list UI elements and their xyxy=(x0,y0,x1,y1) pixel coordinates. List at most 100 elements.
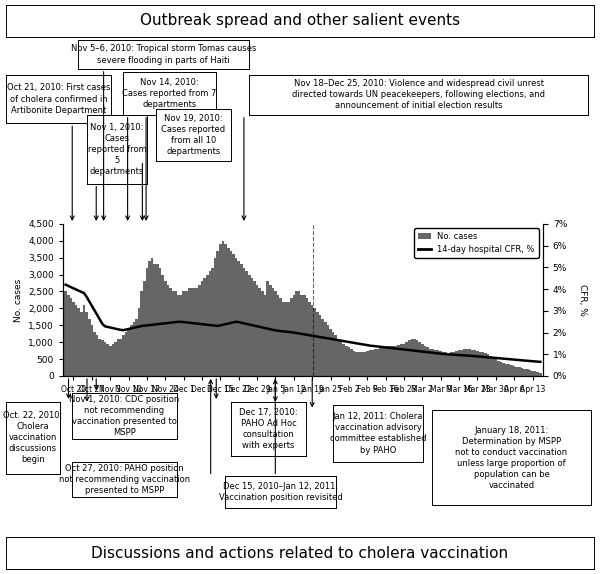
Bar xyxy=(232,254,235,376)
Bar xyxy=(487,354,489,376)
Bar xyxy=(403,343,405,376)
Bar xyxy=(515,367,518,376)
Bar xyxy=(303,295,305,376)
Bar xyxy=(316,312,319,376)
Bar xyxy=(308,301,311,376)
Bar xyxy=(345,346,347,376)
Bar xyxy=(67,295,70,376)
Text: Nov 14, 2010:
Cases reported from 7
departments: Nov 14, 2010: Cases reported from 7 depa… xyxy=(122,77,217,109)
Bar xyxy=(101,340,104,376)
Bar xyxy=(224,244,227,376)
Bar xyxy=(156,265,159,376)
Text: Dec 17, 2010:
PAHO Ad Hoc
consultation
with experts: Dec 17, 2010: PAHO Ad Hoc consultation w… xyxy=(239,408,298,450)
Bar xyxy=(497,361,500,376)
Bar xyxy=(64,292,67,376)
Bar xyxy=(169,288,172,376)
Bar xyxy=(221,241,224,376)
Bar xyxy=(293,295,295,376)
Bar xyxy=(266,281,269,376)
Bar xyxy=(88,319,91,376)
Bar xyxy=(119,339,122,376)
Bar xyxy=(193,288,196,376)
Bar xyxy=(416,340,418,376)
Bar xyxy=(305,298,308,376)
Bar xyxy=(201,281,203,376)
Bar xyxy=(455,351,458,376)
Bar xyxy=(481,352,484,376)
Bar xyxy=(400,344,403,376)
Bar xyxy=(458,350,460,376)
Bar xyxy=(96,335,98,376)
Bar xyxy=(366,351,368,376)
Bar xyxy=(295,292,298,376)
Bar xyxy=(272,288,274,376)
Bar xyxy=(468,349,471,376)
Y-axis label: CFR, %: CFR, % xyxy=(578,284,587,316)
Bar xyxy=(508,364,510,376)
Bar xyxy=(471,350,473,376)
Bar xyxy=(198,285,201,376)
Bar xyxy=(248,274,251,376)
Bar xyxy=(397,345,400,376)
Bar xyxy=(167,285,169,376)
Bar xyxy=(324,322,326,376)
Bar xyxy=(311,305,313,376)
Bar xyxy=(326,325,329,376)
Bar xyxy=(473,350,476,376)
Bar xyxy=(219,244,221,376)
Bar xyxy=(447,353,450,376)
Bar xyxy=(337,339,340,376)
Bar xyxy=(238,261,240,376)
Text: Nov 1, 2010: CDC position
not recommending
vaccination presented to
MSPP: Nov 1, 2010: CDC position not recommendi… xyxy=(70,395,179,437)
Bar xyxy=(355,352,358,376)
Bar xyxy=(261,292,263,376)
Bar xyxy=(489,356,492,376)
Bar xyxy=(190,288,193,376)
Bar xyxy=(479,352,481,376)
Text: Jan 12, 2011: Cholera
vaccination advisory
committee established
by PAHO: Jan 12, 2011: Cholera vaccination adviso… xyxy=(330,412,426,455)
Bar xyxy=(290,298,293,376)
Bar xyxy=(376,349,379,376)
Bar xyxy=(523,369,526,376)
Text: Nov 19, 2010:
Cases reported
from all 10
departments: Nov 19, 2010: Cases reported from all 10… xyxy=(161,114,226,156)
Bar xyxy=(75,305,77,376)
Bar xyxy=(138,308,140,376)
Bar xyxy=(343,344,345,376)
Bar xyxy=(361,352,364,376)
Bar xyxy=(135,319,138,376)
Bar xyxy=(476,351,479,376)
Bar xyxy=(442,352,445,376)
Bar xyxy=(93,332,96,376)
Bar xyxy=(104,342,106,376)
Bar xyxy=(429,349,431,376)
Bar xyxy=(206,274,209,376)
Bar xyxy=(177,295,180,376)
Bar xyxy=(431,349,434,376)
Bar xyxy=(421,344,424,376)
Bar xyxy=(358,352,361,376)
Bar xyxy=(418,342,421,376)
Bar xyxy=(287,301,290,376)
Bar xyxy=(91,325,93,376)
Bar xyxy=(408,340,410,376)
Bar xyxy=(368,350,371,376)
Text: January 18, 2011:
Determination by MSPP
not to conduct vaccination
unless large : January 18, 2011: Determination by MSPP … xyxy=(455,425,568,490)
Bar xyxy=(284,301,287,376)
Bar xyxy=(240,265,242,376)
Bar xyxy=(340,342,343,376)
Bar xyxy=(513,366,515,376)
Bar xyxy=(280,298,282,376)
Bar xyxy=(492,358,494,376)
Text: Outbreak spread and other salient events: Outbreak spread and other salient events xyxy=(140,13,460,29)
Bar xyxy=(347,347,350,376)
Bar xyxy=(77,308,80,376)
Bar xyxy=(172,292,175,376)
Bar xyxy=(127,329,130,376)
Bar xyxy=(385,347,387,376)
Bar xyxy=(413,339,416,376)
Text: Oct 21, 2010: First cases
of cholera confirmed in
Artibonite Department: Oct 21, 2010: First cases of cholera con… xyxy=(7,83,110,115)
Bar xyxy=(148,261,151,376)
Text: Nov 18–Dec 25, 2010: Violence and widespread civil unrest
directed towards UN pe: Nov 18–Dec 25, 2010: Violence and widesp… xyxy=(292,79,545,110)
Text: Discussions and actions related to cholera vaccination: Discussions and actions related to chole… xyxy=(91,545,509,561)
Bar xyxy=(466,349,468,376)
